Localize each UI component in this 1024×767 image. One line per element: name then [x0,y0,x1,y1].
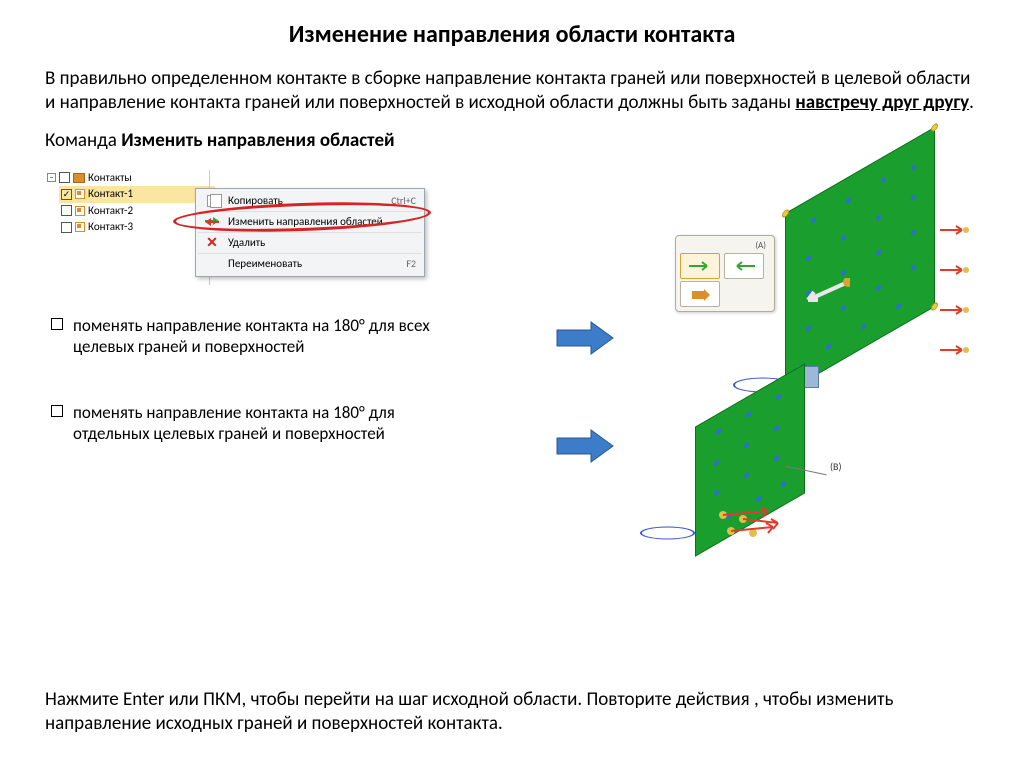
intro-post: . [969,91,974,114]
page-title: Изменение направления области контакта [45,20,979,49]
big-arrow-1 [555,320,615,356]
bullet-square-icon [51,318,63,330]
green-plane-top [785,170,935,350]
ctx-delete-label: Удалить [228,236,416,249]
dialog-btn-right[interactable] [724,253,764,279]
bullet-square-icon [51,405,63,417]
command-pre: Команда [45,129,121,152]
tree-root-row[interactable]: − Контакты [45,170,215,187]
dialog-btn-bl[interactable] [680,281,720,307]
red-arrow-cluster [713,505,783,545]
context-menu: Копировать Ctrl+C Изменить направления о… [195,188,425,277]
ring-bottom [640,526,695,539]
tree-item-3-label: Контакт-3 [88,219,133,236]
footer-paragraph: Нажмите Enter или ПКМ, чтобы перейти на … [45,688,979,737]
red-arrow [940,265,970,275]
bullet-1: поменять направление контакта на 180° дл… [45,315,475,358]
command-paragraph: Команда Изменить направления областей [45,129,979,152]
illustrations: (A) [565,170,979,530]
tree-and-menu: − Контакты ✓ Контакт-1 Контакт-2 [45,170,445,300]
rename-icon [204,257,220,271]
contact-icon [75,206,85,216]
tree-root-label: Контакты [88,170,132,187]
bullet-2-text: поменять направление контакта на 180° дл… [73,402,395,444]
checkbox-2[interactable] [61,205,72,216]
tree-item-1[interactable]: ✓ Контакт-1 [59,186,215,203]
ctx-rename[interactable]: Переименовать F2 [198,254,422,274]
delete-icon: ✕ [204,236,220,250]
contact-icon [75,222,85,232]
copy-icon [204,194,220,208]
folder-icon [73,173,85,183]
checkbox-1[interactable]: ✓ [61,189,72,200]
intro-underline: навстречу друг другу [795,91,969,114]
contact-icon [75,189,85,199]
red-arrow [940,225,970,235]
tree-item-2-label: Контакт-2 [88,203,133,220]
ctx-rename-shortcut: F2 [406,257,416,270]
flip-dialog: (A) [675,235,775,312]
collapse-icon[interactable]: − [47,173,56,182]
red-arrow [940,345,970,355]
dialog-title: (A) [680,240,770,251]
tree-item-1-label: Контакт-1 [88,186,133,203]
checkbox-root[interactable] [59,172,70,183]
intro-paragraph: В правильно определенном контакте в сбор… [45,67,979,115]
command-bold: Изменить направления областей [121,129,394,152]
checkbox-3[interactable] [61,222,72,233]
ctx-delete[interactable]: ✕ Удалить [198,233,422,254]
red-arrow [940,305,970,315]
white-normal-arrow [800,278,850,313]
bullet-1-text: поменять направление контакта на 180° дл… [73,315,430,357]
dialog-btn-left[interactable] [680,253,720,279]
label-b: (B) [830,460,842,473]
ctx-rename-label: Переименовать [228,257,406,270]
bullet-2: поменять направление контакта на 180° дл… [45,402,475,445]
big-arrow-2 [555,428,615,464]
